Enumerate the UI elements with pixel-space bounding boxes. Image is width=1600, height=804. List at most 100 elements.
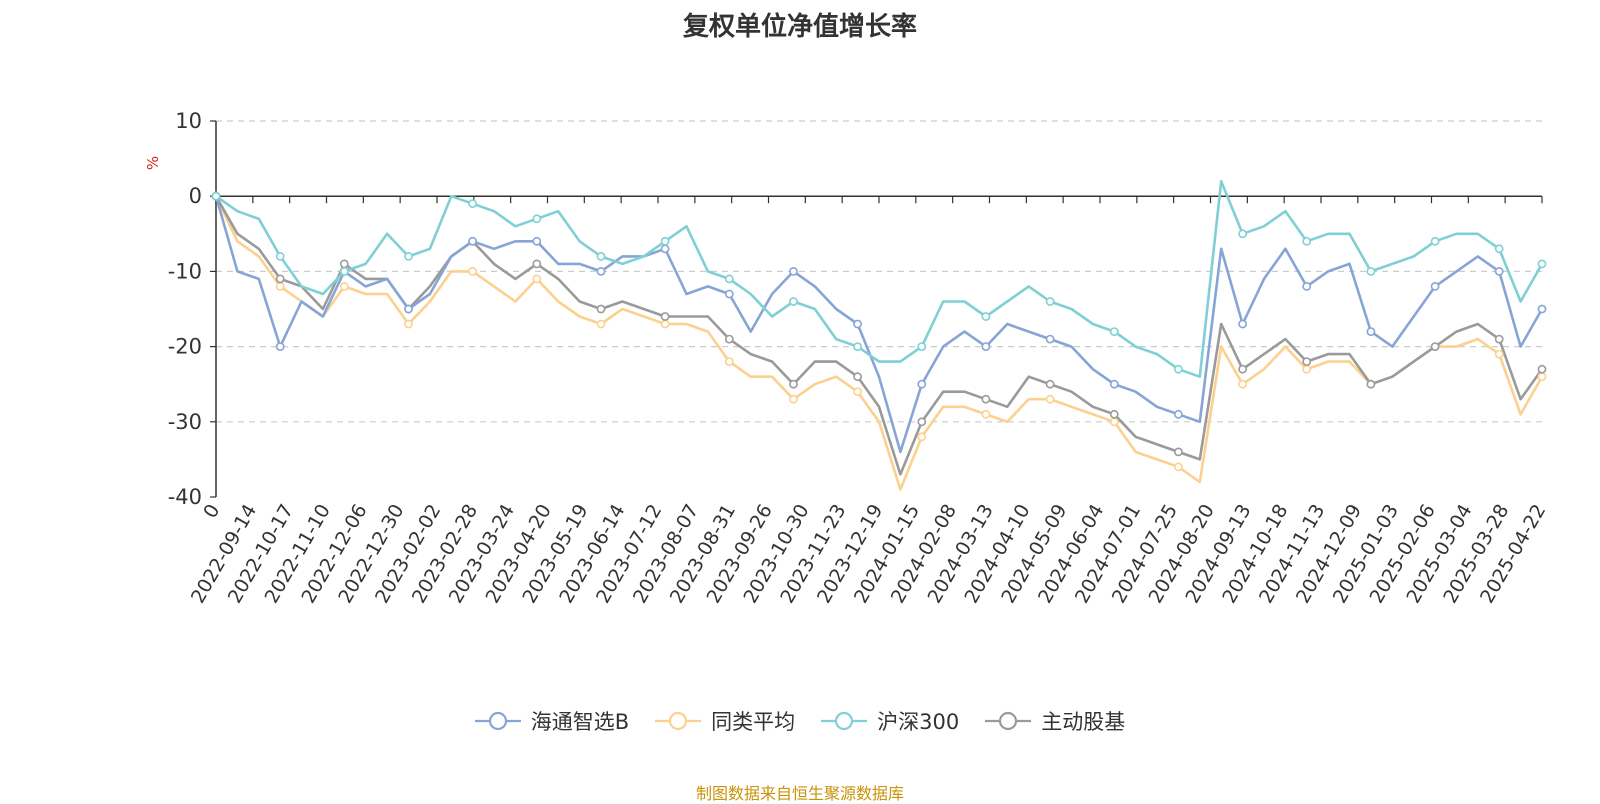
data-point[interactable]: [789, 297, 798, 306]
data-point[interactable]: [917, 417, 927, 427]
data-point[interactable]: [724, 289, 734, 299]
data-point[interactable]: [1109, 327, 1119, 336]
data-point[interactable]: [596, 304, 606, 314]
data-point[interactable]: [917, 432, 927, 442]
data-point[interactable]: [1366, 266, 1376, 276]
chart-title: 复权单位净值增长率: [682, 12, 917, 42]
data-point[interactable]: [1537, 259, 1547, 269]
data-point[interactable]: [1537, 364, 1547, 374]
data-point[interactable]: [532, 236, 542, 246]
data-point[interactable]: [660, 319, 670, 329]
series-line-3: [214, 195, 1544, 476]
data-point[interactable]: [660, 244, 670, 254]
data-point[interactable]: [853, 319, 862, 329]
data-point[interactable]: [404, 304, 413, 314]
y-axis-unit-label: %: [144, 156, 162, 170]
data-point[interactable]: [1537, 304, 1547, 314]
legend-item[interactable]: 同类平均: [655, 706, 795, 736]
y-tick-label: 10: [175, 109, 202, 133]
data-point[interactable]: [275, 342, 285, 351]
data-point[interactable]: [853, 372, 862, 382]
data-point[interactable]: [789, 379, 798, 389]
data-point[interactable]: [1238, 364, 1247, 374]
data-point[interactable]: [1174, 462, 1183, 472]
data-point[interactable]: [596, 251, 606, 261]
data-point[interactable]: [596, 319, 606, 329]
data-point[interactable]: [1174, 364, 1183, 374]
data-point[interactable]: [1238, 319, 1247, 329]
legend-item[interactable]: 沪深300: [821, 706, 959, 736]
y-tick-label: -10: [168, 259, 202, 283]
data-point[interactable]: [1494, 334, 1504, 344]
data-point[interactable]: [596, 266, 606, 276]
data-point[interactable]: [789, 394, 798, 404]
data-point[interactable]: [1045, 379, 1055, 389]
data-point[interactable]: [1302, 236, 1312, 246]
data-point[interactable]: [1174, 447, 1183, 457]
source-note: 制图数据来自恒生聚源数据库: [695, 784, 904, 803]
data-point[interactable]: [1430, 281, 1440, 291]
data-point[interactable]: [1494, 349, 1504, 359]
data-point[interactable]: [339, 266, 349, 276]
data-point[interactable]: [981, 409, 991, 419]
data-point[interactable]: [339, 259, 349, 269]
data-point[interactable]: [1174, 409, 1183, 419]
data-point[interactable]: [660, 312, 670, 321]
data-point[interactable]: [275, 251, 285, 261]
data-point[interactable]: [468, 266, 477, 276]
data-point[interactable]: [1109, 409, 1119, 419]
axis-layer: 100-10-20-30-4002022-09-142022-10-172022…: [168, 109, 1551, 607]
data-point[interactable]: [339, 281, 349, 291]
data-point[interactable]: [1537, 372, 1547, 382]
data-point[interactable]: [917, 379, 927, 389]
data-point[interactable]: [853, 342, 862, 351]
data-point[interactable]: [1045, 394, 1055, 404]
data-point[interactable]: [660, 236, 670, 246]
data-point[interactable]: [468, 199, 477, 209]
data-point[interactable]: [1109, 379, 1119, 389]
data-point[interactable]: [1302, 357, 1312, 366]
data-point[interactable]: [1238, 229, 1247, 239]
data-point[interactable]: [1494, 266, 1504, 276]
data-point[interactable]: [1430, 342, 1440, 351]
data-point[interactable]: [532, 274, 542, 284]
legend-swatch-icon: [985, 711, 1032, 731]
data-point[interactable]: [724, 274, 734, 284]
data-point[interactable]: [1494, 244, 1504, 254]
data-point[interactable]: [1302, 364, 1312, 374]
series-line-1: [214, 195, 1544, 491]
data-point[interactable]: [532, 214, 542, 224]
data-point[interactable]: [1366, 327, 1376, 336]
data-point[interactable]: [1302, 281, 1312, 291]
y-tick-label: -20: [168, 335, 202, 359]
legend-label: 沪深300: [877, 710, 960, 734]
data-point[interactable]: [1430, 236, 1440, 246]
data-point[interactable]: [981, 342, 991, 351]
data-point[interactable]: [1109, 417, 1119, 427]
data-point[interactable]: [532, 259, 542, 269]
legend-swatch-icon: [474, 711, 521, 731]
data-point[interactable]: [275, 274, 285, 284]
data-point[interactable]: [724, 334, 734, 344]
data-point[interactable]: [789, 266, 798, 276]
data-point[interactable]: [853, 387, 862, 397]
legend-item[interactable]: 主动股基: [985, 706, 1125, 736]
legend-item[interactable]: 海通智选B: [474, 706, 630, 736]
data-point[interactable]: [211, 191, 221, 201]
data-point[interactable]: [404, 319, 413, 329]
data-point[interactable]: [981, 312, 991, 321]
data-point[interactable]: [1366, 379, 1376, 389]
data-point[interactable]: [404, 251, 413, 261]
data-point[interactable]: [275, 281, 285, 291]
data-point[interactable]: [917, 342, 927, 351]
series-layer: [214, 179, 1544, 491]
data-point[interactable]: [724, 357, 734, 366]
data-point[interactable]: [468, 236, 477, 246]
line-chart: % 100-10-20-30-4002022-09-142022-10-1720…: [144, 109, 1551, 607]
legend-label: 海通智选B: [530, 710, 630, 734]
data-point[interactable]: [1045, 334, 1055, 344]
data-point[interactable]: [1045, 297, 1055, 306]
data-point[interactable]: [981, 394, 991, 404]
data-point[interactable]: [1238, 379, 1247, 389]
legend-label: 主动股基: [1041, 710, 1126, 734]
